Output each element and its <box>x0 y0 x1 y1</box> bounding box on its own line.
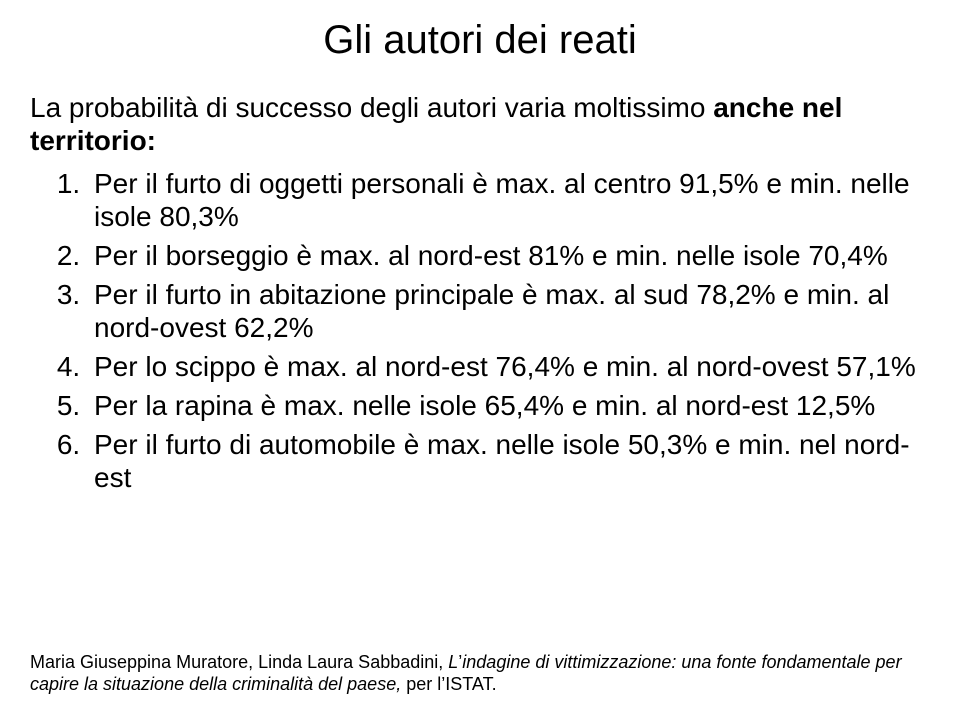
list-item-text: Per il furto di automobile è max. nelle … <box>94 429 910 493</box>
intro-text: La probabilità di successo degli autori … <box>30 92 713 123</box>
list-item: Per il borseggio è max. al nord-est 81% … <box>88 239 930 272</box>
list-item: Per la rapina è max. nelle isole 65,4% e… <box>88 389 930 422</box>
footer-work-prefix: L <box>448 652 458 672</box>
slide: Gli autori dei reati La probabilità di s… <box>0 0 960 722</box>
slide-title: Gli autori dei reati <box>30 18 930 63</box>
footer-authors: Maria Giuseppina Muratore, Linda Laura S… <box>30 652 448 672</box>
intro-paragraph: La probabilità di successo degli autori … <box>30 91 930 157</box>
crime-list: Per il furto di oggetti personali è max.… <box>30 167 930 494</box>
footer-publisher: per l <box>406 674 441 694</box>
list-item-text: Per il furto di oggetti personali è max.… <box>94 168 910 232</box>
footer-publisher-rest: ISTAT. <box>445 674 496 694</box>
list-item: Per lo scippo è max. al nord-est 76,4% e… <box>88 350 930 383</box>
list-item-text: Per lo scippo è max. al nord-est 76,4% e… <box>94 351 916 382</box>
list-item-text: Per la rapina è max. nelle isole 65,4% e… <box>94 390 875 421</box>
footer-citation: Maria Giuseppina Muratore, Linda Laura S… <box>30 652 930 696</box>
list-item: Per il furto di oggetti personali è max.… <box>88 167 930 233</box>
list-item-text: Per il furto in abitazione principale è … <box>94 279 889 343</box>
list-item: Per il furto di automobile è max. nelle … <box>88 428 930 494</box>
list-item: Per il furto in abitazione principale è … <box>88 278 930 344</box>
list-item-text: Per il borseggio è max. al nord-est 81% … <box>94 240 888 271</box>
